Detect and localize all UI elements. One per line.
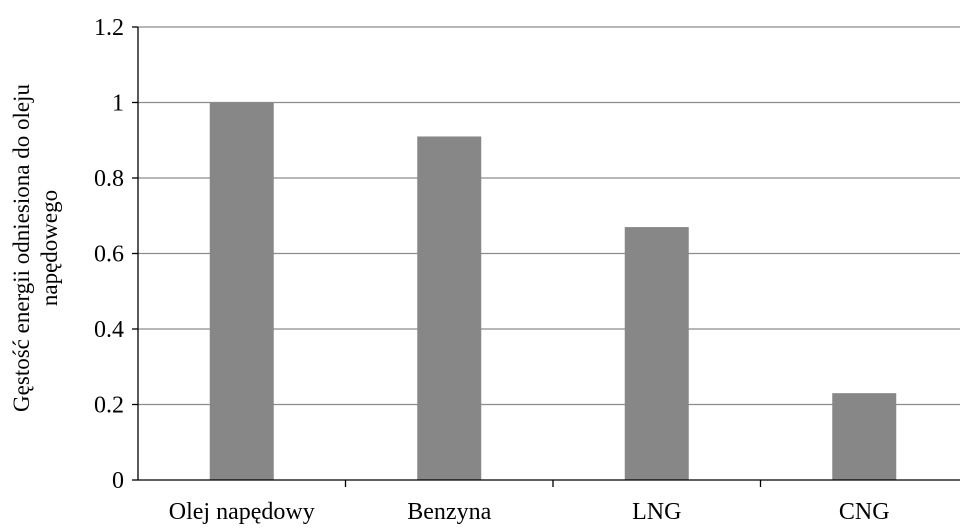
y-tick-label: 1 — [112, 91, 124, 117]
bars — [209, 102, 897, 480]
x-ticks: Olej napędowy Benzyna LNG CNG — [169, 480, 890, 525]
x-category-label: LNG — [632, 499, 681, 525]
y-ticks: 0 0.2 0.4 0.6 0.8 1 1.2 — [94, 15, 138, 494]
y-axis-label-line-1: Gęstość energii odniesiona do oleju — [9, 84, 34, 412]
x-category-label: Benzyna — [407, 499, 491, 525]
bar — [624, 227, 689, 480]
y-tick-label: 0.6 — [94, 242, 124, 268]
bar — [417, 136, 482, 480]
bar — [832, 393, 897, 480]
bar — [209, 102, 274, 480]
gridlines — [138, 26, 960, 406]
y-tick-label: 1.2 — [94, 15, 124, 41]
y-axis-label-line-2: napędowego — [37, 190, 62, 306]
y-tick-label: 0 — [112, 468, 124, 494]
x-category-label: Olej napędowy — [169, 499, 315, 525]
y-tick-label: 0.2 — [94, 393, 124, 419]
x-category-label: CNG — [839, 499, 890, 525]
y-tick-label: 0.8 — [94, 166, 124, 192]
y-axis-label: Gęstość energii odniesiona do oleju napę… — [9, 84, 62, 412]
y-tick-label: 0.4 — [94, 317, 124, 343]
